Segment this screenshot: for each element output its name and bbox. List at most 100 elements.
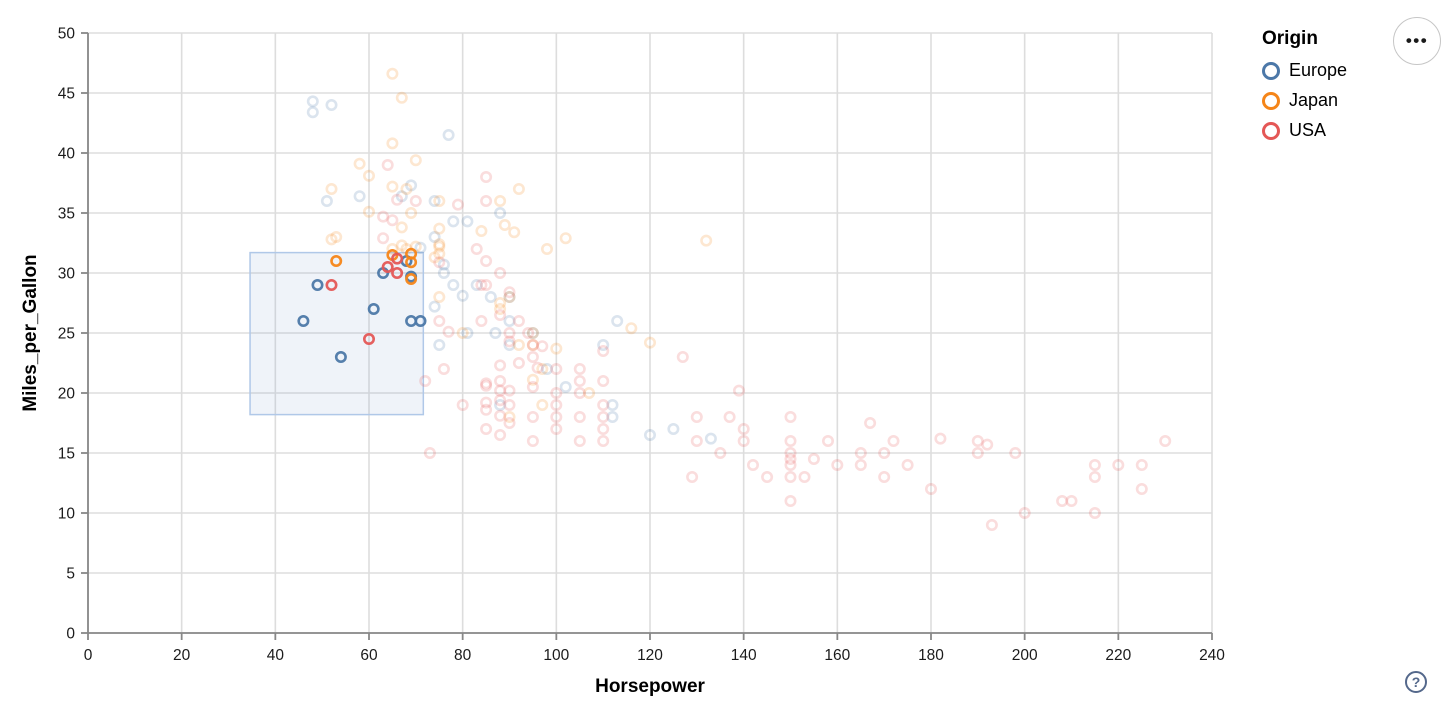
y-tick-label: 35 [58, 206, 75, 223]
data-point [854, 446, 867, 459]
y-tick-label: 40 [58, 146, 76, 163]
data-point [386, 137, 399, 150]
europe-circle-icon [1262, 61, 1280, 80]
data-point [480, 171, 493, 184]
data-point [798, 470, 811, 483]
data-point [433, 238, 446, 251]
data-point [480, 403, 493, 416]
data-point [737, 434, 750, 447]
data-point [306, 95, 319, 108]
data-point [484, 290, 497, 303]
data-point [1112, 458, 1125, 471]
data-point [540, 243, 553, 256]
data-point [325, 99, 338, 112]
data-point [887, 434, 900, 447]
data-point [325, 233, 338, 246]
data-point [386, 67, 399, 80]
data-point [583, 386, 596, 399]
data-point [494, 428, 507, 441]
data-point [423, 446, 436, 459]
data-point [550, 386, 563, 399]
data-point [414, 314, 427, 327]
data-point [419, 374, 432, 387]
data-point [611, 314, 624, 327]
data-point [306, 106, 319, 119]
data-point [362, 205, 375, 218]
data-point [461, 326, 474, 339]
data-point [1135, 458, 1148, 471]
data-point [503, 326, 516, 339]
data-point [362, 332, 375, 345]
data-point [503, 290, 516, 303]
data-point [330, 231, 343, 244]
data-point [503, 314, 516, 327]
x-tick-label: 140 [731, 647, 757, 664]
data-point [395, 239, 408, 252]
data-point [428, 195, 441, 208]
data-point [414, 241, 427, 254]
data-point [704, 432, 717, 445]
data-point [433, 290, 446, 303]
data-point [334, 350, 347, 363]
data-point [456, 289, 469, 302]
legend-item-europe[interactable]: Europe [1262, 60, 1347, 81]
data-point [597, 398, 610, 411]
data-point [437, 266, 450, 279]
data-point [433, 338, 446, 351]
y-tick-label: 30 [58, 266, 76, 283]
brush-selection[interactable] [249, 251, 425, 416]
data-point [456, 398, 469, 411]
help-button[interactable]: ? [1405, 671, 1427, 693]
data-point [405, 179, 418, 192]
data-point [480, 396, 493, 409]
legend-item-usa[interactable]: USA [1262, 120, 1347, 141]
data-point [433, 314, 446, 327]
data-point [1088, 470, 1101, 483]
data-point [1159, 434, 1172, 447]
data-point [494, 394, 507, 407]
data-point [573, 374, 586, 387]
data-point [536, 340, 549, 353]
data-point [428, 231, 441, 244]
data-point [400, 183, 413, 196]
data-point [480, 195, 493, 208]
actions-menu-button[interactable]: ••• [1393, 17, 1441, 65]
data-point [625, 322, 638, 335]
data-point [405, 207, 418, 220]
data-point [480, 278, 493, 291]
data-point [489, 326, 502, 339]
data-point [494, 302, 507, 315]
data-point [503, 384, 516, 397]
legend-label-europe: Europe [1289, 60, 1348, 80]
data-point [437, 362, 450, 375]
data-point [761, 470, 774, 483]
data-point [447, 278, 460, 291]
data-point [971, 446, 984, 459]
data-point [573, 386, 586, 399]
data-points [297, 67, 1172, 531]
data-point [503, 338, 516, 351]
data-point [405, 272, 418, 285]
data-point [732, 384, 745, 397]
data-point [391, 252, 404, 265]
data-point [480, 377, 493, 390]
data-point [831, 458, 844, 471]
data-point [451, 198, 464, 211]
x-tick-label: 100 [543, 647, 569, 664]
data-point [878, 446, 891, 459]
data-point [447, 215, 460, 228]
data-point [456, 326, 469, 339]
data-point [503, 410, 516, 423]
data-point [573, 362, 586, 375]
data-point [531, 361, 544, 374]
legend-item-japan[interactable]: Japan [1262, 90, 1347, 111]
data-point [353, 190, 366, 203]
y-tick-label: 50 [58, 26, 76, 43]
axes: 0 20 40 60 80 100 120 140 160 180 200 220 240 0 5 10 15 2… [20, 26, 1225, 698]
data-point [1088, 506, 1101, 519]
data-point [784, 434, 797, 447]
data-point [395, 91, 408, 104]
data-point [526, 434, 539, 447]
legend: Origin Europe Japan USA [1262, 28, 1347, 150]
